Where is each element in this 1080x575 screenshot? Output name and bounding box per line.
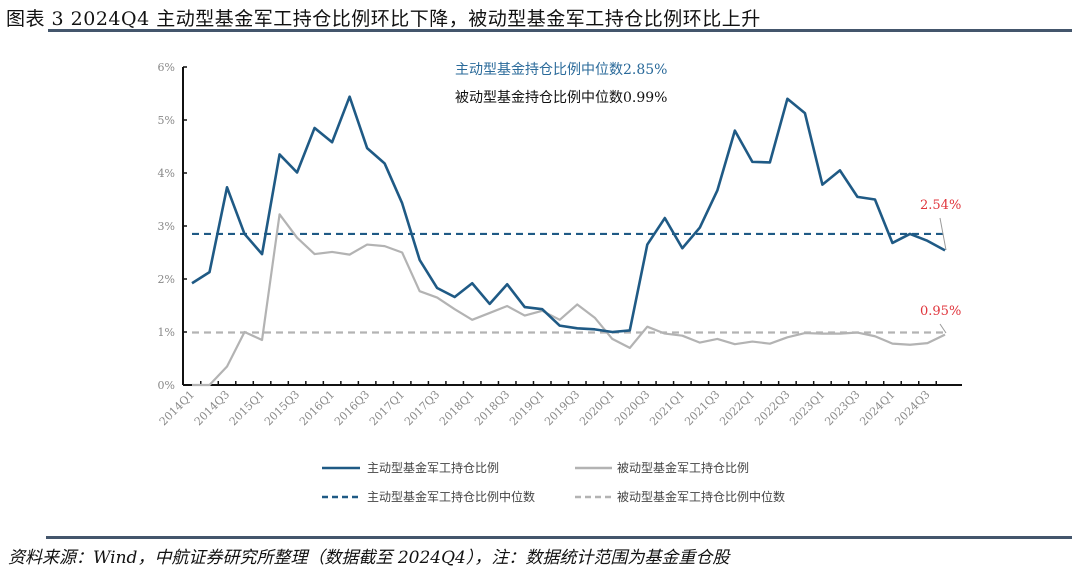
x-tick-label: 2015Q1 xyxy=(227,388,267,428)
x-tick-label: 2022Q3 xyxy=(752,388,792,428)
annotation-passive-median: 被动型基金持仓比例中位数0.99% xyxy=(455,89,667,106)
source-note: 资料来源：Wind，中航证券研究所整理（数据截至 2024Q4），注：数据统计范… xyxy=(8,548,730,568)
footer-divider xyxy=(46,536,1072,539)
legend-label-active: 主动型基金军工持仓比例 xyxy=(367,460,499,475)
x-tick-label: 2020Q3 xyxy=(612,388,652,428)
x-tick-labels: 2014Q12014Q32015Q12015Q32016Q12016Q32017… xyxy=(157,388,933,428)
x-tick-label: 2022Q1 xyxy=(717,388,757,428)
x-tick-label: 2018Q1 xyxy=(437,388,477,428)
x-tick-label: 2017Q3 xyxy=(402,388,442,428)
legend-label-passive-median: 被动型基金军工持仓比例中位数 xyxy=(617,489,785,504)
chart-title: 图表 3 2024Q4 主动型基金军工持仓比例环比下降，被动型基金军工持仓比例环… xyxy=(6,8,761,30)
legend-label-passive: 被动型基金军工持仓比例 xyxy=(617,460,749,475)
x-tick-label: 2018Q3 xyxy=(472,388,512,428)
x-tick-label: 2024Q3 xyxy=(892,388,932,428)
y-tick-labels: 0% 1% 2% 3% 4% 5% 6% xyxy=(158,61,175,392)
y-tick-label: 5% xyxy=(158,114,175,127)
title-divider xyxy=(48,29,1072,32)
active-series-line xyxy=(191,95,946,334)
x-tick-label: 2021Q1 xyxy=(647,388,687,428)
axes xyxy=(182,66,962,386)
annotation-active-median: 主动型基金持仓比例中位数2.85% xyxy=(455,61,667,78)
x-tick-label: 2021Q3 xyxy=(682,388,722,428)
x-tick-label: 2016Q3 xyxy=(332,388,372,428)
y-tick-label: 3% xyxy=(158,220,175,233)
legend: 主动型基金军工持仓比例 被动型基金军工持仓比例 主动型基金军工持仓比例中位数 被… xyxy=(322,460,785,504)
y-tick-label: 1% xyxy=(158,326,175,339)
y-tick-label: 2% xyxy=(158,273,175,286)
x-tick-label: 2016Q1 xyxy=(297,388,337,428)
annotation-passive-last: 0.95% xyxy=(920,304,961,319)
x-tick-label: 2015Q3 xyxy=(262,388,302,428)
annotation-leader-passive xyxy=(939,323,947,334)
annotation-leader-active xyxy=(939,217,947,251)
y-tick-label: 0% xyxy=(158,379,175,392)
x-tick-label: 2014Q3 xyxy=(192,388,232,428)
x-tick-label: 2023Q1 xyxy=(787,388,827,428)
passive-series-line xyxy=(192,213,946,387)
annotation-active-last: 2.54% xyxy=(920,198,961,213)
x-tick-label: 2024Q1 xyxy=(857,388,897,428)
x-tick-label: 2019Q1 xyxy=(507,388,547,428)
x-tick-label: 2023Q3 xyxy=(822,388,862,428)
x-tick-label: 2014Q1 xyxy=(157,388,197,428)
y-tick-label: 4% xyxy=(158,167,175,180)
x-tick-label: 2020Q1 xyxy=(577,388,617,428)
y-tick-label: 6% xyxy=(158,61,175,74)
series-lines xyxy=(191,95,946,387)
x-tick-label: 2017Q1 xyxy=(367,388,407,428)
x-tick-label: 2019Q3 xyxy=(542,388,582,428)
legend-label-active-median: 主动型基金军工持仓比例中位数 xyxy=(367,489,535,504)
